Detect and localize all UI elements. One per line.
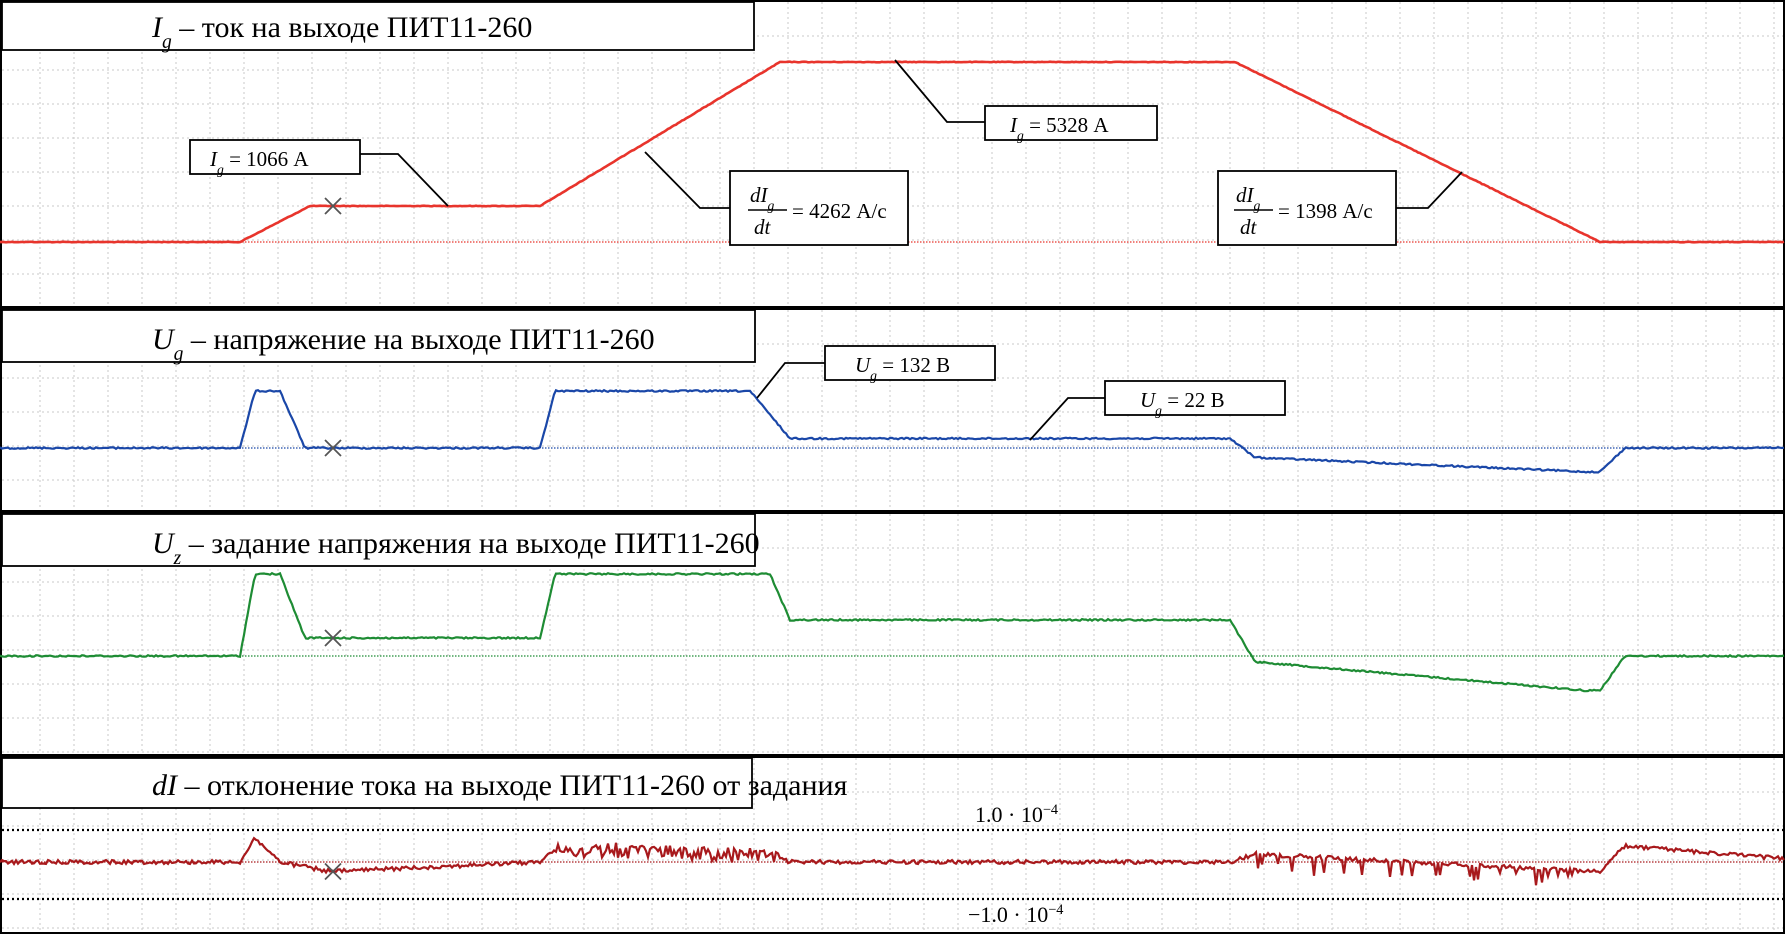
cursor-line (324, 629, 342, 647)
annotation-ig-1066 (189, 139, 361, 175)
annotation-ug-132 (824, 345, 996, 381)
annotation-text: Ug = 132 В (855, 353, 950, 383)
fraction-numerator: dIg (1236, 183, 1261, 213)
annotation-text: Ug = 22 В (1140, 388, 1225, 418)
panel-title: Uz – задание напряжения на выходе ПИТ11-… (152, 527, 760, 569)
panel-title-box (1, 309, 756, 363)
cursor-line (324, 439, 342, 457)
cursor-line (324, 197, 342, 215)
panel-title: Ig – ток на выходе ПИТ11-260 (151, 11, 532, 53)
cursor-marker (324, 862, 342, 881)
lower-limit-label: −1.0 · 10−4 (968, 902, 1063, 927)
fraction-numerator: dIg (750, 183, 775, 213)
annotation-ig-5328 (984, 105, 1158, 141)
annotation-text: = 4262 А/с (792, 199, 887, 223)
cursor-marker (324, 197, 342, 215)
trace-Uz (0, 571, 1785, 693)
leader-line (360, 153, 449, 207)
cursor-marker (324, 629, 342, 647)
upper-limit-label: 1.0 · 10−4 (975, 802, 1058, 827)
cursor-marker (324, 439, 342, 457)
panel-title-box (1, 757, 753, 809)
annotation-text: Ig = 1066 А (209, 147, 309, 177)
panel-title-box (1, 1, 755, 51)
panel-title: dI – отклонение тока на выходе ПИТ11-260… (152, 769, 848, 802)
grid (2, 758, 1783, 932)
fraction-denominator: dt (1240, 215, 1258, 239)
fraction-denominator: dt (754, 215, 772, 239)
panel-title-box (1, 513, 756, 567)
trace-Ug (0, 388, 1785, 474)
annotation-ug-22 (1104, 380, 1286, 416)
leader-line (1396, 171, 1463, 209)
annotation-text: = 1398 А/с (1278, 199, 1373, 223)
annotation-text: Ig = 5328 А (1009, 113, 1109, 143)
leader-line (644, 151, 730, 209)
panel-title: Ug – напряжение на выходе ПИТ11-260 (152, 323, 655, 365)
cursor-line (324, 862, 342, 881)
grid (2, 2, 1783, 306)
leader-line (894, 59, 985, 123)
trace-dI (0, 836, 1785, 886)
trace-Ig (0, 60, 1785, 244)
leader-line (1029, 397, 1105, 441)
leader-line (756, 362, 825, 399)
annotation-dig-1398 (1217, 170, 1397, 246)
